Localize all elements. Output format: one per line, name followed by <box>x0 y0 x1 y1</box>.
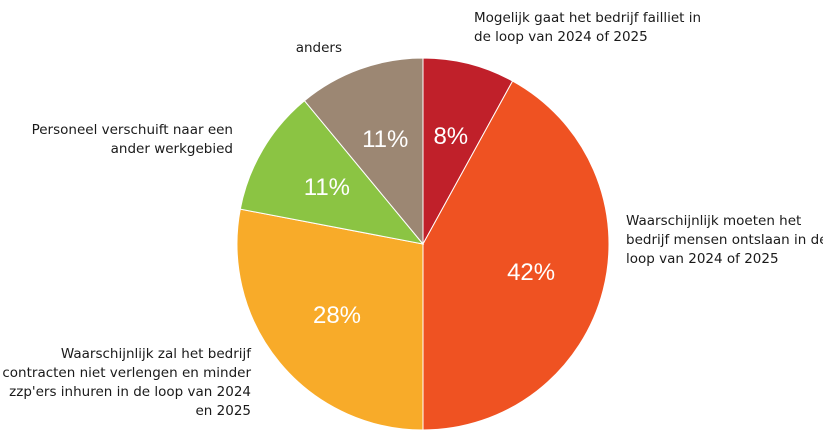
category-label-line: contracten niet verlengen en minder <box>2 365 251 381</box>
category-label-line: loop van 2024 of 2025 <box>626 251 779 267</box>
pie-slice-2 <box>422 80 610 430</box>
percent-label-5: 11% <box>362 126 408 153</box>
percent-label-4: 11% <box>304 174 350 201</box>
category-label-2: Waarschijnlijk moeten het bedrijf mensen … <box>626 213 823 267</box>
category-label-line: en 2025 <box>195 403 251 419</box>
category-label-line: Waarschijnlijk moeten het <box>626 213 801 229</box>
pie-slices <box>236 57 610 430</box>
category-label-line: zzp'ers inhuren in de loop van 2024 <box>9 384 251 400</box>
category-labels: Mogelijk gaat het bedrijf failliet in de … <box>2 10 823 419</box>
category-label-3: Waarschijnlijk zal het bedrijf contracten… <box>2 346 252 419</box>
category-label-line: anders <box>296 40 342 56</box>
pie-slice-3 <box>236 208 424 430</box>
pie-slice-4 <box>239 99 425 245</box>
percent-labels: 8% 42% 28% 11% 11% <box>304 123 555 329</box>
category-label-line: bedrijf mensen ontslaan in de <box>626 232 823 248</box>
pie-slice-5 <box>303 57 424 246</box>
category-label-line: Mogelijk gaat het bedrijf failliet in <box>474 10 701 26</box>
category-label-line: Waarschijnlijk zal het bedrijf <box>61 346 252 362</box>
category-label-1: Mogelijk gaat het bedrijf failliet in de … <box>474 10 701 45</box>
category-label-5: anders <box>296 40 342 56</box>
category-label-line: de loop van 2024 of 2025 <box>474 29 648 45</box>
percent-label-1: 8% <box>433 123 468 150</box>
percent-label-3: 28% <box>313 302 361 329</box>
category-label-4: Personeel verschuift naar een ander werkg… <box>32 122 233 157</box>
pie-slice-1 <box>422 57 514 245</box>
category-label-line: ander werkgebied <box>111 141 233 157</box>
category-label-line: Personeel verschuift naar een <box>32 122 233 138</box>
percent-label-2: 42% <box>507 259 555 286</box>
